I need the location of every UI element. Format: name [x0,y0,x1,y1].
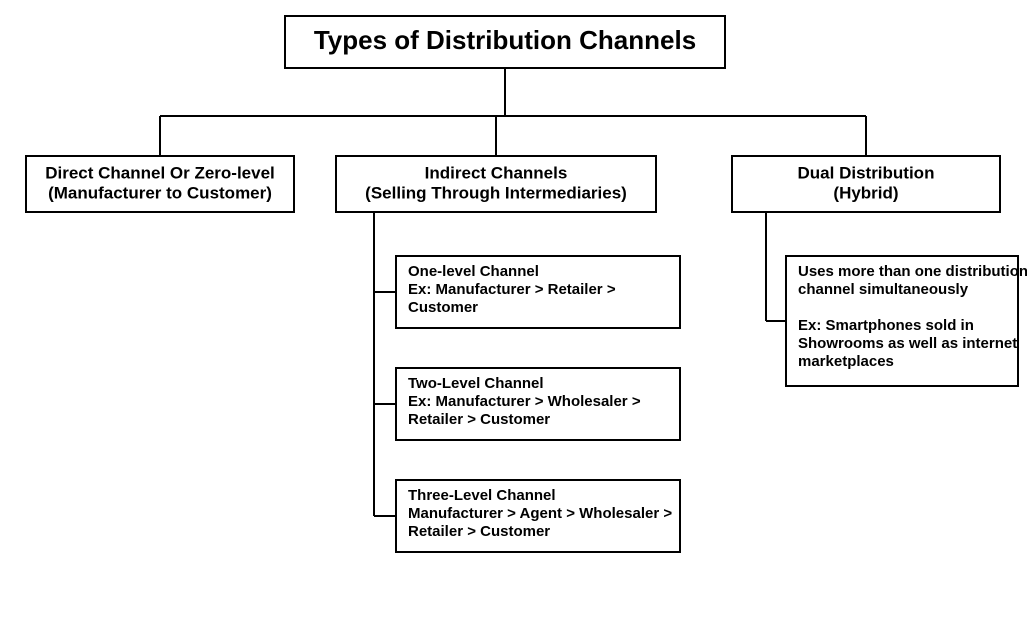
node-label: (Manufacturer to Customer) [48,183,272,202]
node-label: Customer [408,299,478,316]
node-label: One-level Channel [408,263,539,280]
node-label: (Hybrid) [833,183,898,202]
node-label: Two-Level Channel [408,375,544,392]
node-label: channel simultaneously [798,281,969,298]
node-label: Ex: Manufacturer > Wholesaler > [408,393,641,410]
node-label: Retailer > Customer [408,411,550,428]
node-label: Retailer > Customer [408,523,550,540]
node-label: Uses more than one distribution [798,263,1027,280]
node-label: Three-Level Channel [408,487,556,504]
node-label: Types of Distribution Channels [314,25,696,55]
node-label: Direct Channel Or Zero-level [45,163,275,182]
distribution-channels-diagram: Types of Distribution Channels Direct Cha… [0,0,1027,620]
node-label: (Selling Through Intermediaries) [365,183,627,202]
node-label: Indirect Channels [425,163,568,182]
node-label: Ex: Smartphones sold in [798,317,974,334]
node-label: Ex: Manufacturer > Retailer > [408,281,616,298]
node-label: Showrooms as well as internet [798,335,1017,352]
node-label: Dual Distribution [798,163,935,182]
node-label: Manufacturer > Agent > Wholesaler > [408,505,672,522]
node-label: marketplaces [798,353,894,370]
